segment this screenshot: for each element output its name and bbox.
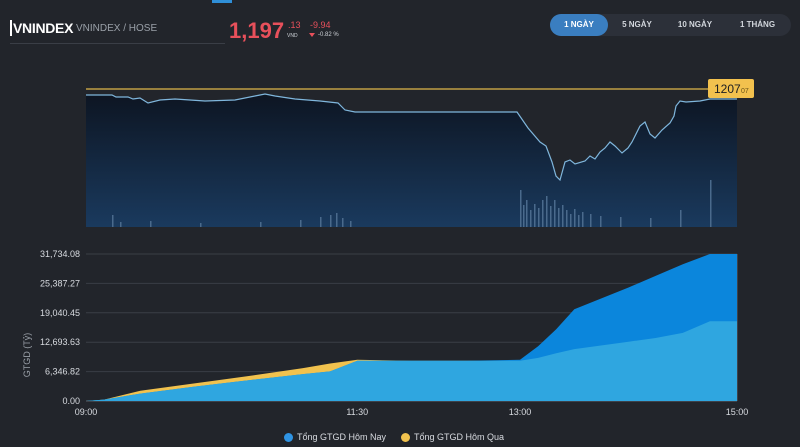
tab-5-days[interactable]: 5 NGÀY	[622, 20, 652, 29]
volume-bar	[330, 215, 332, 227]
volume-bar	[523, 205, 525, 227]
volume-bars	[112, 180, 712, 227]
volume-bar	[582, 212, 584, 227]
x-tick-label: 11:30	[346, 407, 368, 417]
volume-bar	[550, 206, 552, 227]
tab-1-day[interactable]: 1 NGÀY	[550, 14, 608, 36]
gtgd-chart: 31,734.08 25,387.27 19,040.45 12,693.63 6,34…	[22, 249, 748, 417]
volume-bar	[200, 223, 202, 227]
area-today	[86, 321, 737, 401]
x-tick-label: 09:00	[75, 407, 98, 417]
reference-badge-suffix: 07	[741, 88, 749, 95]
index-name[interactable]: VNINDEX	[13, 20, 74, 36]
y-tick-label: 25,387.27	[40, 278, 80, 288]
down-arrow-icon	[309, 33, 315, 37]
volume-bar	[350, 221, 352, 227]
x-tick-label: 13:00	[509, 407, 532, 417]
index-exchange: VNINDEX / HOSE	[76, 23, 158, 34]
volume-bar	[300, 220, 302, 227]
index-price-decimal: .13	[288, 20, 301, 30]
legend-item-yesterday[interactable]: Tổng GTGD Hôm Qua	[401, 432, 504, 442]
tab-1-month[interactable]: 1 THÁNG	[739, 20, 776, 29]
volume-bar	[538, 208, 540, 227]
x-axis-ticks: 09:00 11:30 13:00 15:00	[75, 407, 749, 417]
volume-bar	[680, 210, 682, 227]
index-change-percent: -0.82 %	[318, 32, 339, 38]
price-line	[86, 93, 737, 182]
legend-label-yesterday: Tổng GTGD Hôm Qua	[414, 432, 505, 442]
y-tick-label: 0.00	[62, 396, 80, 406]
volume-bar	[558, 208, 560, 227]
volume-bar	[710, 180, 712, 227]
time-range-tabs: 1 NGÀY 5 NGÀY 10 NGÀY 1 THÁNG	[550, 14, 791, 36]
reference-badge-value: 1207	[714, 82, 741, 96]
volume-bar	[570, 214, 572, 227]
volume-bar	[554, 200, 556, 227]
volume-bar	[520, 190, 522, 227]
volume-bar	[590, 214, 592, 227]
volume-bar	[120, 222, 122, 227]
price-unit: VND	[287, 33, 298, 39]
index-change: -9.94	[310, 20, 331, 30]
volume-bar	[260, 222, 262, 227]
y-tick-label: 12,693.63	[40, 337, 80, 347]
tab-10-days[interactable]: 10 NGÀY	[677, 20, 713, 29]
volume-bar	[566, 210, 568, 227]
volume-bar	[530, 210, 532, 227]
y-axis-ticks: 31,734.08 25,387.27 19,040.45 12,693.63 6,34…	[40, 249, 80, 406]
legend-item-today[interactable]: Tổng GTGD Hôm Nay	[284, 432, 386, 442]
volume-bar	[526, 200, 528, 227]
price-area	[86, 94, 737, 227]
reference-badge	[708, 79, 754, 98]
volume-bar	[112, 215, 114, 227]
volume-bar	[574, 209, 576, 227]
index-price: 1,197	[229, 18, 285, 43]
volume-bar	[342, 218, 344, 227]
volume-bar	[320, 217, 322, 227]
volume-bar	[578, 215, 580, 227]
y-tick-label: 19,040.45	[40, 308, 80, 318]
x-tick-label: 15:00	[726, 407, 749, 417]
volume-bar	[546, 196, 548, 227]
volume-bar	[650, 218, 652, 227]
volume-bar	[620, 217, 622, 227]
legend-label-today: Tổng GTGD Hôm Nay	[297, 432, 387, 442]
volume-bar	[150, 221, 152, 227]
y-tick-label: 6,346.82	[45, 367, 80, 377]
volume-bar	[534, 204, 536, 227]
legend-dot-icon	[401, 432, 410, 442]
active-nav-indicator	[212, 0, 232, 3]
y-tick-label: 31,734.08	[40, 249, 80, 259]
volume-bar	[336, 213, 338, 227]
legend-dot-icon	[284, 432, 293, 442]
chart-legend: Tổng GTGD Hôm Nay Tổng GTGD Hôm Qua	[0, 432, 800, 446]
index-header: VNINDEX VNINDEX / HOSE	[10, 14, 225, 44]
price-chart: 1207 07	[86, 79, 754, 227]
text-cursor	[10, 20, 12, 36]
y-axis-label: GTGD (Tỷ)	[22, 333, 32, 378]
volume-bar	[600, 216, 602, 227]
volume-bar	[542, 200, 544, 227]
volume-bar	[562, 205, 564, 227]
